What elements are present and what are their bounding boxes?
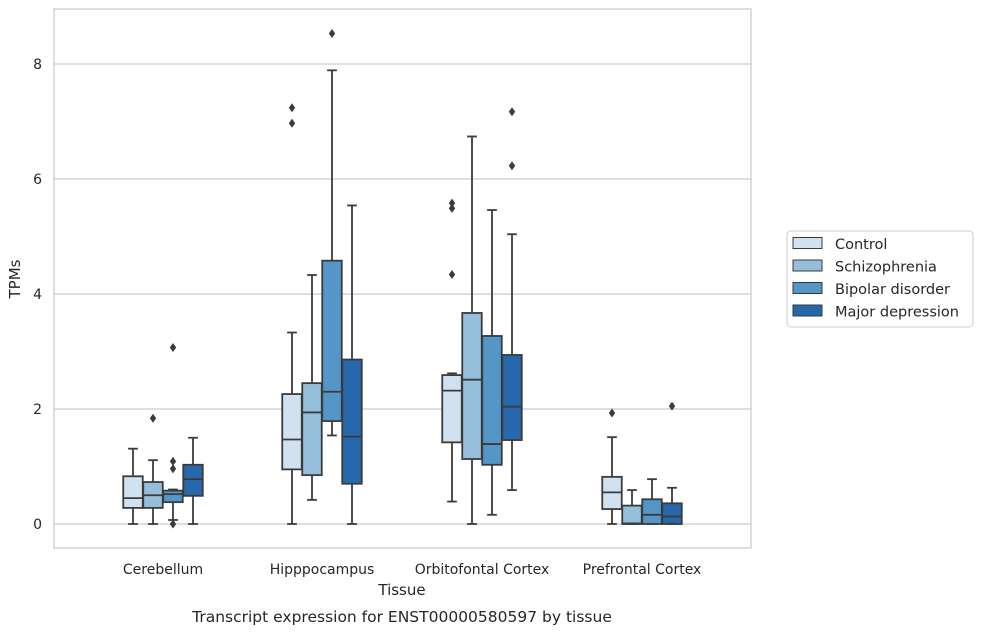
grid-lines bbox=[54, 63, 751, 525]
box-iqr bbox=[182, 463, 204, 497]
box-0-2 bbox=[162, 342, 184, 529]
outlier-point bbox=[169, 456, 177, 466]
outlier-point bbox=[149, 413, 157, 423]
box-iqr bbox=[501, 354, 523, 441]
box-0-0 bbox=[122, 447, 144, 525]
box-3-1 bbox=[621, 489, 643, 525]
box-iqr bbox=[481, 335, 503, 466]
outlier-point bbox=[328, 29, 336, 39]
box-1-3 bbox=[341, 204, 363, 525]
outlier-point bbox=[169, 342, 177, 352]
legend-swatch bbox=[792, 304, 823, 317]
outlier-point bbox=[508, 161, 516, 171]
y-tick-label: 2 bbox=[33, 402, 42, 418]
x-tick-label: Orbitofontal Cortex bbox=[415, 562, 550, 578]
y-tick-label: 8 bbox=[33, 57, 42, 73]
legend-swatch bbox=[792, 259, 823, 272]
legend-swatch bbox=[792, 237, 823, 249]
box-iqr bbox=[321, 259, 343, 422]
outlier-point bbox=[288, 103, 296, 113]
box-iqr bbox=[162, 489, 184, 504]
legend-label: Control bbox=[835, 237, 887, 253]
outlier-point bbox=[288, 118, 296, 128]
outlier-point bbox=[608, 408, 616, 418]
box-iqr bbox=[281, 393, 303, 471]
legend-label: Schizophrenia bbox=[835, 260, 937, 276]
box-iqr bbox=[122, 475, 144, 509]
y-tick-label: 6 bbox=[33, 172, 42, 188]
box-iqr bbox=[461, 312, 483, 460]
box-0-1 bbox=[142, 413, 164, 525]
legend-label: Major depression bbox=[835, 305, 959, 321]
y-tick-label: 0 bbox=[33, 517, 42, 533]
box-iqr bbox=[621, 504, 643, 525]
chart-caption: Transcript expression for ENST0000058059… bbox=[191, 608, 612, 626]
box-iqr bbox=[661, 502, 683, 525]
outlier-point bbox=[448, 269, 456, 279]
outlier-point bbox=[448, 203, 456, 213]
box-groups bbox=[122, 29, 683, 529]
outlier-point bbox=[508, 107, 516, 117]
box-1-2 bbox=[321, 29, 343, 437]
plot-frame bbox=[53, 8, 752, 549]
x-axis-label: Tissue bbox=[377, 581, 425, 599]
legend: Control Schizophrenia Bipolar disorder Majo… bbox=[786, 230, 974, 328]
y-tick-labels: 0 2 4 6 8 bbox=[33, 57, 42, 533]
box-2-2 bbox=[481, 209, 503, 516]
box-iqr bbox=[341, 358, 363, 485]
box-2-1 bbox=[461, 135, 483, 525]
outlier-point bbox=[448, 198, 456, 208]
outlier-point bbox=[668, 401, 676, 411]
box-2-3 bbox=[501, 107, 523, 491]
box-3-0 bbox=[601, 408, 623, 525]
x-tick-label: Prefrontal Cortex bbox=[583, 562, 702, 578]
box-iqr bbox=[441, 374, 463, 444]
box-0-3 bbox=[182, 436, 204, 525]
box-1-1 bbox=[301, 274, 323, 501]
legend-swatch bbox=[792, 282, 823, 294]
box-3-3 bbox=[661, 401, 683, 525]
y-tick-label: 4 bbox=[33, 287, 42, 303]
box-3-2 bbox=[641, 478, 663, 525]
box-2-0 bbox=[441, 198, 463, 503]
box-iqr bbox=[641, 498, 663, 525]
legend-label: Bipolar disorder bbox=[835, 282, 950, 298]
y-axis-label: TPMs bbox=[6, 259, 24, 299]
x-tick-label: Cerebellum bbox=[123, 562, 203, 578]
x-tick-labels: Cerebellum Hipppocampus Orbitofontal Corte… bbox=[123, 562, 701, 578]
box-1-0 bbox=[281, 103, 303, 525]
legend-frame bbox=[786, 230, 974, 328]
x-tick-label: Hipppocampus bbox=[270, 562, 375, 578]
outlier-point bbox=[169, 519, 177, 529]
box-iqr bbox=[301, 382, 323, 477]
outlier-point bbox=[169, 464, 177, 474]
